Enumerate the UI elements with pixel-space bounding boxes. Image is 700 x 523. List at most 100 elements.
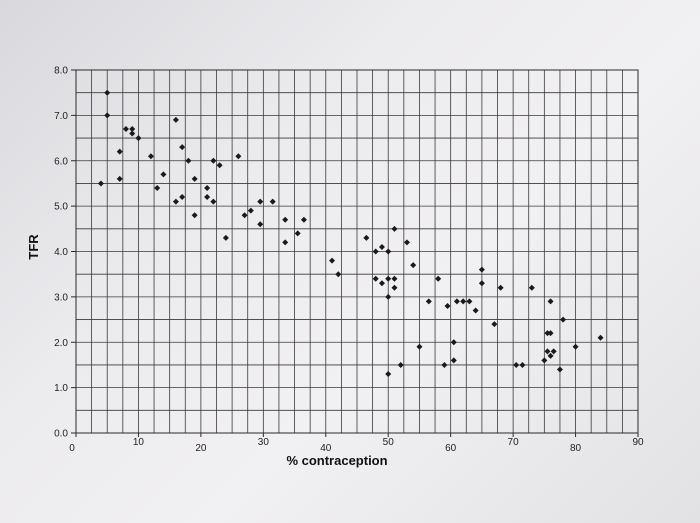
data-point [391,284,398,291]
data-point [453,298,460,305]
y-tick-label: 2.0 [54,338,68,349]
x-tick-label: 20 [195,443,207,454]
data-point [154,184,161,191]
y-tick-label: 4.0 [54,247,68,258]
data-point [135,135,142,142]
y-tick-label: 1.0 [54,383,68,394]
data-point [294,230,301,237]
data-point [556,366,563,373]
data-point [410,262,417,269]
data-point [491,321,498,328]
data-point [478,266,485,273]
data-point [472,307,479,314]
data-point [147,153,154,160]
data-point [372,248,379,255]
y-tick-label: 7.0 [54,111,68,122]
data-point [416,343,423,350]
data-point [547,330,554,337]
data-point [335,271,342,278]
data-point [372,275,379,282]
data-point [172,198,179,205]
data-point [528,284,535,291]
y-axis-title: TFR [26,234,41,260]
data-point [179,144,186,151]
data-point [104,112,111,119]
data-point [300,216,307,223]
data-point [116,148,123,155]
data-point [241,212,248,219]
data-point [519,361,526,368]
data-point [204,184,211,191]
y-tick-label: 6.0 [54,156,68,167]
y-tick-label: 5.0 [54,202,68,213]
x-tick-label: 30 [258,437,270,448]
data-point [547,298,554,305]
x-tick-label: 40 [320,443,332,454]
data-point [179,194,186,201]
data-point [550,348,557,355]
data-point [460,298,467,305]
data-point [235,153,242,160]
data-point [544,348,551,355]
data-point [257,221,264,228]
data-point [216,162,223,169]
data-point [435,275,442,282]
data-point [597,334,604,341]
data-point [247,207,254,214]
data-point [269,198,276,205]
y-tick-label: 3.0 [54,292,68,303]
x-axis-ticks: 0 10 20 30 40 50 60 70 80 90 [69,433,644,454]
data-point [185,157,192,164]
data-point [450,339,457,346]
data-point [122,125,129,132]
data-point [378,243,385,250]
data-point [129,130,136,137]
data-point [363,234,370,241]
data-point [391,225,398,232]
x-tick-label: 0 [69,443,75,454]
data-point [444,302,451,309]
x-tick-label: 70 [508,437,520,448]
data-point [541,357,548,364]
data-point [385,293,392,300]
data-point [257,198,264,205]
data-point [116,175,123,182]
data-points [97,89,604,378]
data-point [397,361,404,368]
data-point [497,284,504,291]
x-tick-label: 60 [445,443,457,454]
x-tick-label: 50 [383,437,395,448]
data-point [282,239,289,246]
data-point [544,330,551,337]
data-point [191,175,198,182]
data-point [160,171,167,178]
data-point [97,180,104,187]
data-point [425,298,432,305]
x-tick-label: 80 [570,443,582,454]
data-point [450,357,457,364]
data-point [222,234,229,241]
data-point [172,116,179,123]
data-point [282,216,289,223]
data-point [210,157,217,164]
x-tick-label: 10 [133,437,145,448]
data-point [513,361,520,368]
data-point [191,212,198,219]
x-axis-title: % contraception [286,453,387,468]
data-point [129,125,136,132]
data-point [547,352,554,359]
data-point [210,198,217,205]
data-point [385,275,392,282]
data-point [329,257,336,264]
data-point [478,280,485,287]
y-axis-ticks: 0.0 1.0 2.0 3.0 4.0 5.0 6.0 7.0 8.0 [54,66,76,440]
data-point [385,248,392,255]
data-point [378,280,385,287]
data-point [466,298,473,305]
data-point [441,361,448,368]
y-tick-label: 8.0 [54,66,68,77]
data-point [403,239,410,246]
x-tick-label: 90 [632,437,644,448]
data-point [104,89,111,96]
